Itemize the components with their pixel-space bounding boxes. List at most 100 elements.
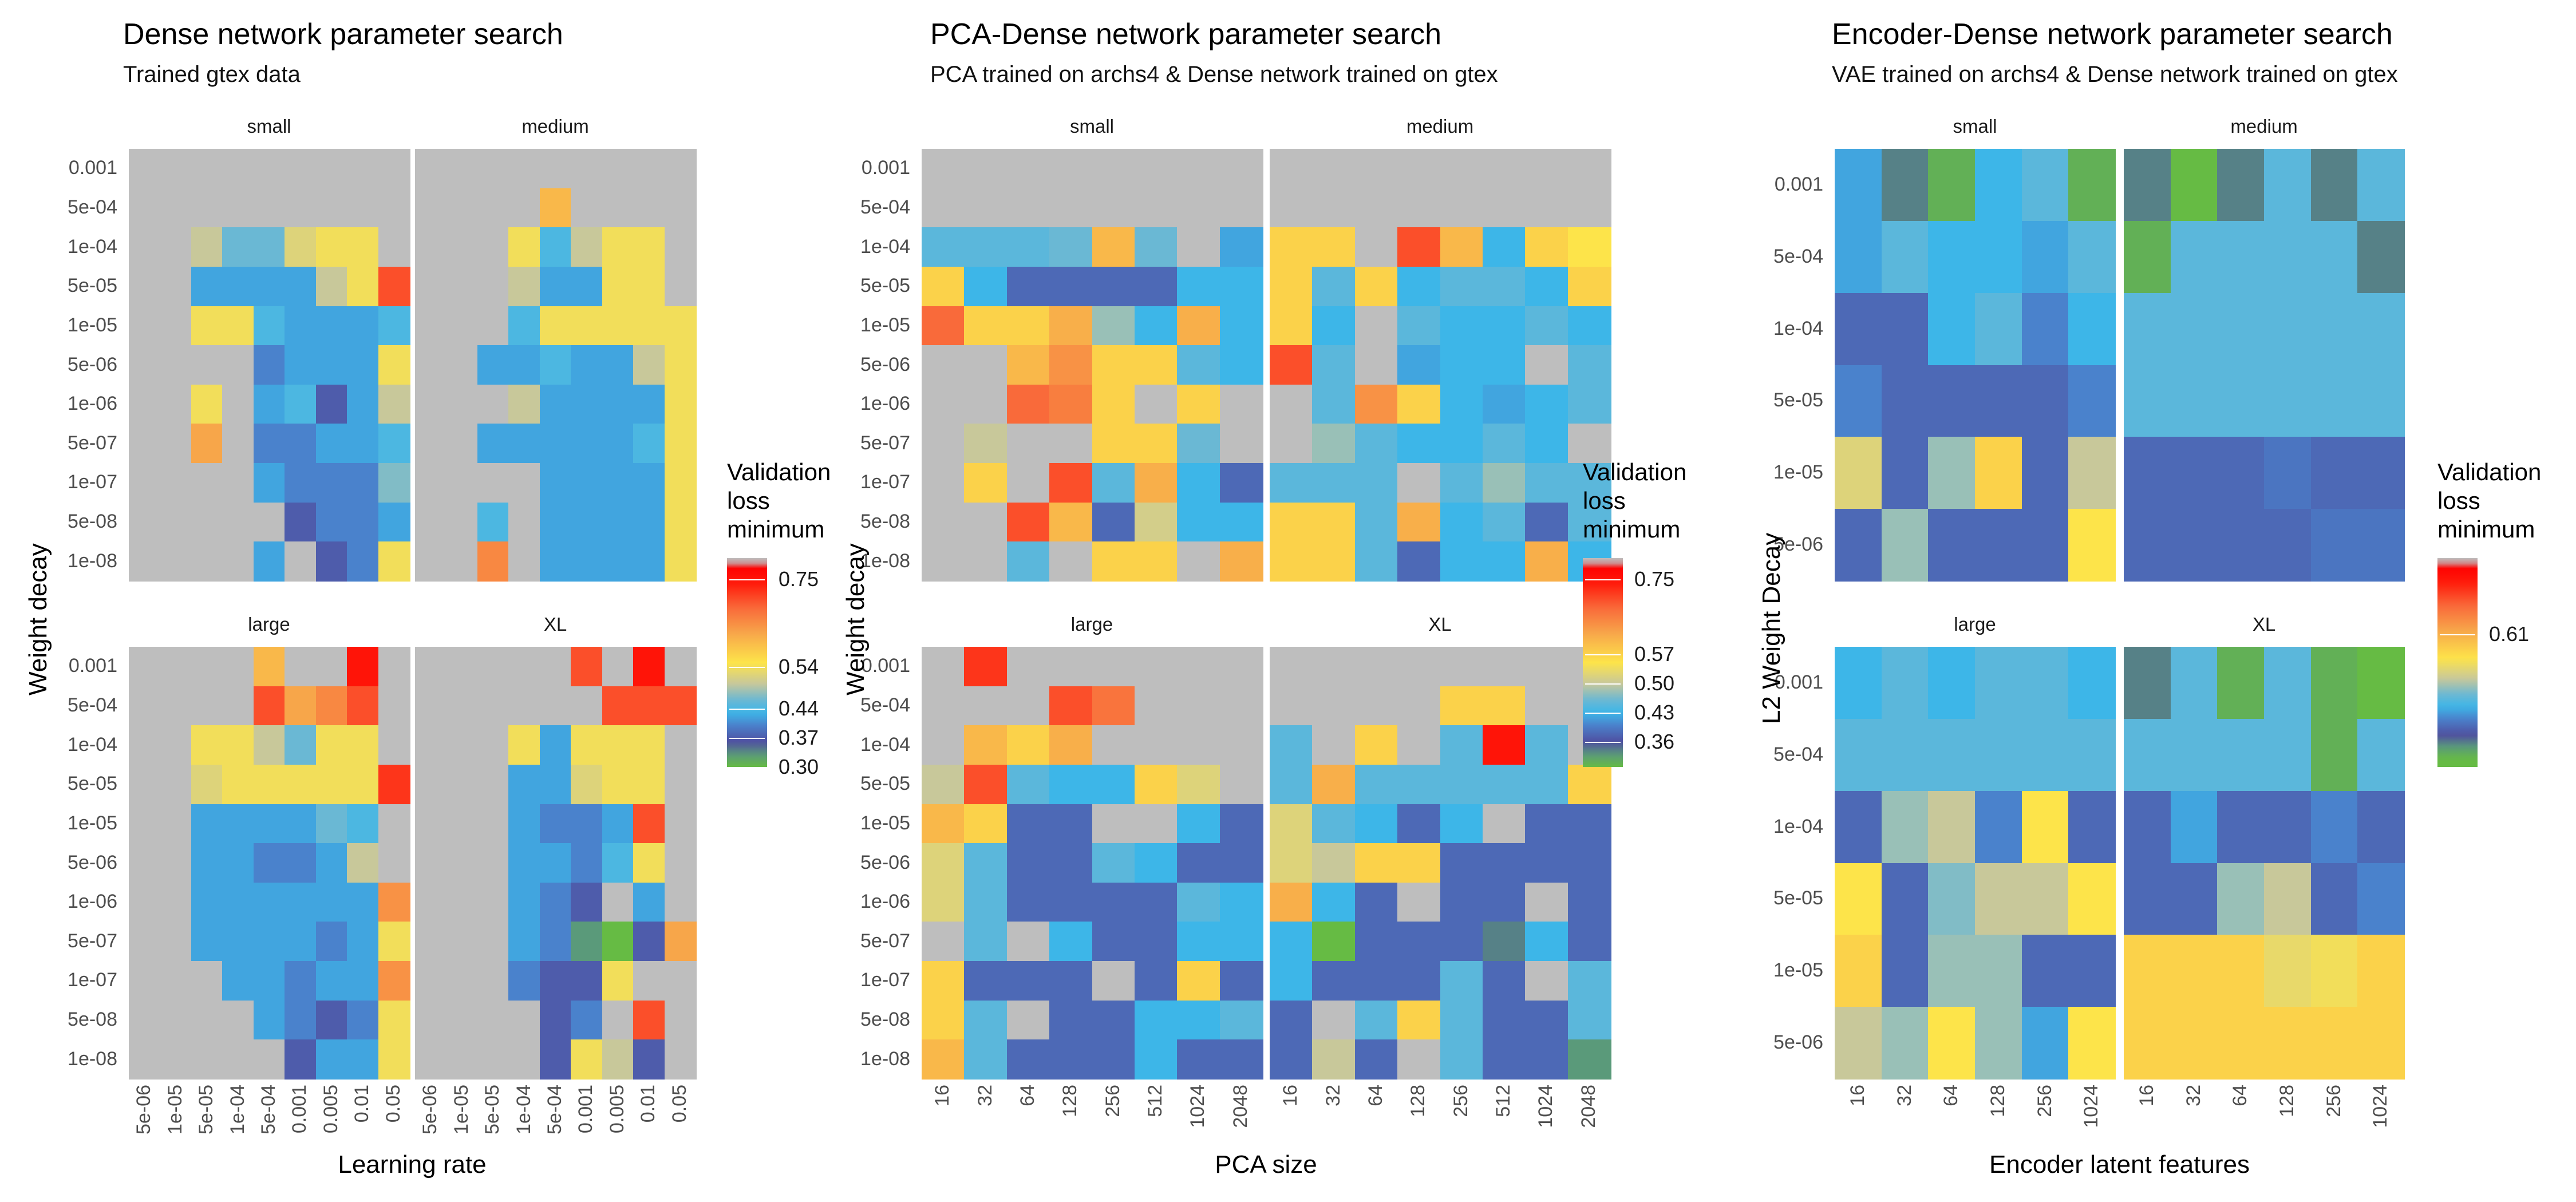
heatmap-cell [1440, 804, 1484, 844]
legend-colorbar [727, 558, 767, 767]
heatmap-cell [633, 725, 666, 766]
heatmap-cell [571, 227, 603, 268]
heatmap-cell [2217, 647, 2265, 719]
heatmap-cell [571, 266, 603, 307]
heatmap-cell [129, 502, 161, 543]
heatmap-cell [2217, 718, 2265, 792]
facet-strip-label: medium [2230, 116, 2298, 137]
heatmap-cell [2170, 718, 2218, 792]
heatmap-cell [378, 384, 410, 425]
y-tick-label: 1e-06 [68, 393, 117, 415]
heatmap-cell [1270, 725, 1313, 766]
heatmap-cell [378, 1000, 410, 1041]
facet-strip-label: large [1070, 614, 1113, 635]
heatmap-cell [347, 541, 380, 582]
heatmap-cell [1354, 502, 1398, 543]
heatmap-cell [1312, 725, 1356, 766]
heatmap-cell [1881, 647, 1929, 719]
heatmap-cell [129, 686, 161, 726]
heatmap-cell [1354, 227, 1398, 268]
heatmap-cell [1049, 149, 1093, 189]
heatmap-cell [508, 961, 541, 1002]
heatmap-cell [1482, 1039, 1526, 1080]
heatmap-cell [1482, 463, 1526, 504]
heatmap-cell [2310, 220, 2358, 294]
heatmap-cell [1567, 227, 1611, 268]
heatmap-cell [633, 345, 666, 386]
heatmap-cell [1006, 424, 1050, 464]
heatmap-cell [922, 541, 965, 582]
heatmap-cell [922, 188, 965, 228]
heatmap-cell [2170, 509, 2218, 582]
heatmap-cell [922, 882, 965, 923]
heatmap-cell [1354, 922, 1398, 962]
y-tick-label: 5e-05 [68, 275, 117, 297]
heatmap-cell [1397, 149, 1441, 189]
heatmap-cell [1525, 188, 1569, 228]
heatmap-cell [1835, 220, 1882, 294]
heatmap-cell [2264, 292, 2312, 366]
heatmap-cell [222, 647, 255, 687]
heatmap-cell [191, 345, 223, 386]
y-tick-label: 1e-05 [860, 812, 910, 834]
heatmap-cell [1134, 227, 1178, 268]
heatmap-cell [664, 541, 697, 582]
heatmap-cell [1482, 424, 1526, 464]
heatmap-cell [129, 424, 161, 464]
heatmap-cell [1134, 149, 1178, 189]
heatmap-cell [315, 424, 348, 464]
heatmap-cell [2124, 647, 2171, 719]
heatmap-cell [1270, 764, 1313, 805]
heatmap-cell [1354, 725, 1398, 766]
heatmap-cell [664, 306, 697, 346]
heatmap-cell [1525, 725, 1569, 766]
heatmap-cell [2170, 437, 2218, 510]
chart-title: PCA-Dense network parameter search [930, 18, 1442, 51]
heatmap-cell [508, 725, 541, 766]
heatmap-cell [378, 188, 410, 228]
heatmap-cell [633, 843, 666, 884]
heatmap-cell [922, 961, 965, 1002]
heatmap-cell [539, 227, 572, 268]
heatmap-cell [1049, 463, 1093, 504]
heatmap-cell [2264, 718, 2312, 792]
heatmap-cell [1354, 345, 1398, 386]
heatmap-cell [378, 541, 410, 582]
heatmap-cell [1270, 424, 1313, 464]
heatmap-cell [1092, 541, 1136, 582]
y-axis-label: Weight decay [24, 543, 52, 695]
heatmap-cell [1092, 647, 1136, 687]
heatmap-cell [1092, 764, 1136, 805]
heatmap-cell [1092, 1039, 1136, 1080]
heatmap-cell [1134, 686, 1178, 726]
heatmap-cell [922, 424, 965, 464]
heatmap-cell [1177, 961, 1221, 1002]
heatmap-cell [1397, 306, 1441, 346]
heatmap-cell [1928, 365, 1976, 438]
y-tick-label: 1e-07 [860, 471, 910, 493]
heatmap-cell [477, 149, 509, 189]
heatmap-cell [1567, 384, 1611, 425]
heatmap-cell [1049, 725, 1093, 766]
heatmap-cell [1177, 725, 1221, 766]
heatmap-cell [2217, 1007, 2265, 1080]
heatmap-cell [2357, 863, 2405, 936]
heatmap-cell [1177, 1039, 1221, 1080]
heatmap-cell [1270, 188, 1313, 228]
heatmap-cell [2170, 365, 2218, 438]
heatmap-cell [446, 502, 479, 543]
heatmap-cell [2357, 790, 2405, 864]
heatmap-cell [1440, 188, 1484, 228]
heatmap-cell [1440, 227, 1484, 268]
heatmap-cell [253, 188, 286, 228]
heatmap-cell [378, 764, 410, 805]
heatmap-cell [602, 804, 634, 844]
heatmap-cell [285, 541, 317, 582]
heatmap-cell [1312, 266, 1356, 307]
heatmap-cell [539, 502, 572, 543]
heatmap-cell [2310, 149, 2358, 222]
heatmap-cell [539, 686, 572, 726]
heatmap-cell [129, 384, 161, 425]
heatmap-cell [1049, 227, 1093, 268]
heatmap-cell [285, 764, 317, 805]
